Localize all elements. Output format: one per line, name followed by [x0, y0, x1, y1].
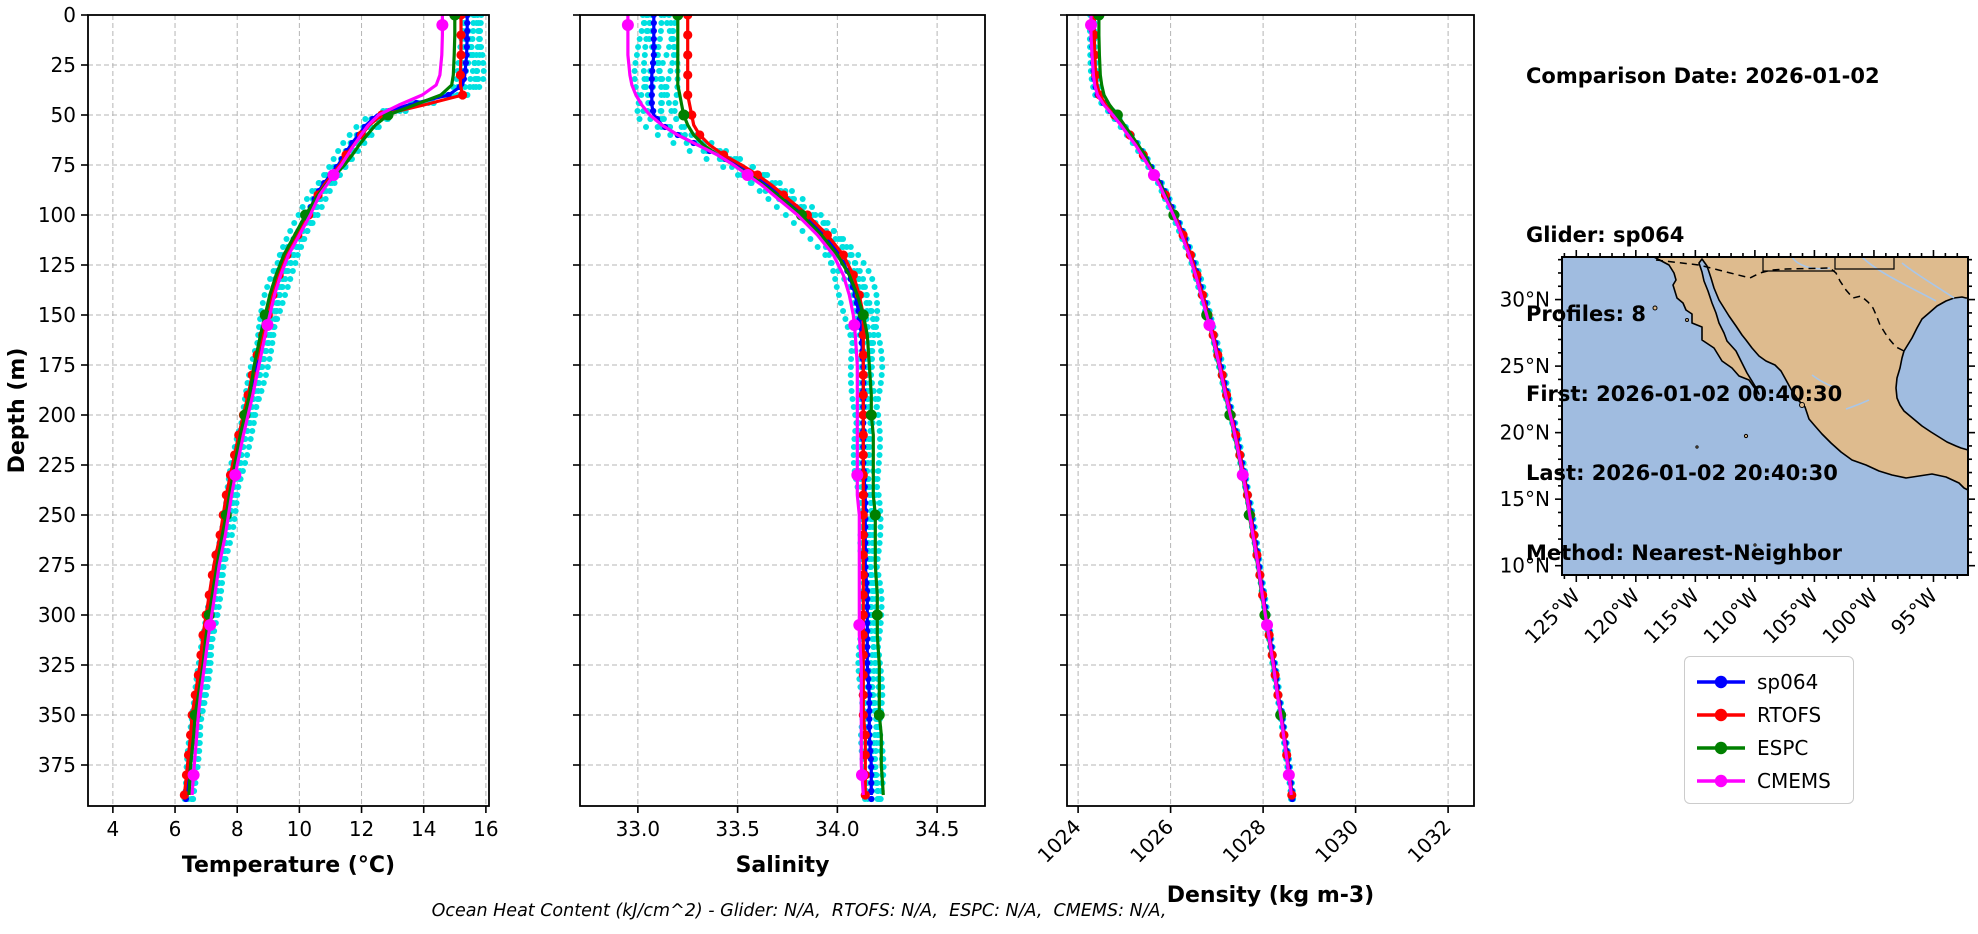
legend-item-cmems: CMEMS: [1695, 764, 1853, 797]
legend-line-marker-icon: [1697, 708, 1745, 721]
x-tick-label: 14: [411, 817, 436, 841]
legend-line-marker-icon: [1697, 774, 1745, 787]
legend-label: CMEMS: [1757, 768, 1831, 793]
x-tick-label: 6: [169, 817, 182, 841]
grid-lines: [88, 14, 489, 806]
y-axis: 0 25 50 75 100 125 150 175 200 225 250 275 300 325 350…: [5, 3, 88, 777]
y-axis: [573, 14, 580, 766]
salinity-panel: 33.0 33.5 34.0 34.5 Salinity: [573, 14, 986, 878]
method-text: Method: Nearest-Neighbor: [1526, 540, 1842, 565]
legend-item-sp064: sp064: [1695, 665, 1853, 698]
x-tick-label: 12: [349, 817, 374, 841]
x-tick-label: 1032: [1403, 815, 1456, 868]
legend-item-rtofs: RTOFS: [1695, 698, 1853, 731]
x-tick-label: 1030: [1310, 815, 1363, 868]
glider-raw-scatter: [1086, 15, 1297, 802]
y-axis-label: Depth (m): [5, 348, 30, 474]
legend-item-espc: ESPC: [1695, 731, 1853, 764]
series-cmems: [187, 15, 449, 796]
x-tick-label: 34.5: [915, 817, 960, 841]
x-tick-label: 1024: [1033, 815, 1086, 868]
land-polygon: [1653, 256, 1969, 491]
x-tick-label: 16: [473, 817, 498, 841]
comparison-info-block: Comparison Date: 2026-01-02 Glider: sp06…: [1526, 10, 1880, 619]
grid-lines: [580, 14, 985, 806]
y-tick-label: 375: [38, 753, 76, 777]
glider-name-text: Glider: sp064: [1526, 222, 1685, 247]
series-rtofs: [683, 15, 870, 800]
map-lat-tick-label: 25°N: [1500, 354, 1550, 378]
y-tick-label: 200: [38, 403, 76, 427]
y-tick-label: 250: [38, 503, 76, 527]
y-tick-label: 50: [51, 103, 76, 127]
x-axis: 4 6 8 10 12 14 16 Temperature (°C): [107, 806, 499, 878]
series-sp064: [1088, 15, 1296, 803]
y-tick-label: 350: [38, 703, 76, 727]
legend-label: ESPC: [1757, 735, 1809, 760]
y-axis: [1060, 14, 1067, 766]
last-profile-time-text: Last: 2026-01-02 20:40:30: [1526, 461, 1838, 485]
x-tick-label: 1028: [1218, 815, 1271, 868]
us-mexico-border: [1655, 259, 1905, 352]
temperature-panel: 4 6 8 10 12 14 16 Temperature (°C) 0 25 50 75 100 125…: [5, 3, 499, 878]
legend: sp064 RTOFS ESPC CMEMS: [1684, 656, 1854, 804]
y-tick-label: 225: [38, 453, 76, 477]
glider-raw-scatter: [181, 15, 487, 802]
y-tick-label: 125: [38, 253, 76, 277]
map-lat-tick-label: 10°N: [1500, 554, 1550, 578]
x-tick-label: 1026: [1125, 815, 1178, 868]
x-tick-label: 33.5: [715, 817, 760, 841]
comparison-date-text: Comparison Date: 2026-01-02: [1526, 64, 1880, 88]
map-lat-tick-label: 20°N: [1500, 421, 1550, 445]
y-tick-label: 25: [51, 53, 76, 77]
y-tick-label: 150: [38, 303, 76, 327]
x-tick-label: 10: [287, 817, 312, 841]
y-tick-label: 325: [38, 653, 76, 677]
x-tick-label: 8: [231, 817, 244, 841]
x-tick-label: 4: [107, 817, 120, 841]
legend-label: RTOFS: [1757, 702, 1822, 727]
x-axis-label: Temperature (°C): [182, 853, 395, 878]
map-lat-tick-label: 15°N: [1500, 487, 1550, 511]
legend-line-marker-icon: [1697, 741, 1745, 754]
series-cmems: [1085, 15, 1295, 796]
state-borders: [1762, 258, 1895, 272]
x-axis: 1024 1026 1028 1030 1032 Density (kg m-3): [1033, 806, 1456, 908]
series-espc: [672, 15, 885, 796]
x-tick-label: 33.0: [616, 817, 661, 841]
series-sp064: [648, 15, 875, 803]
first-profile-time-text: First: 2026-01-02 00:40:30: [1526, 381, 1843, 406]
density-panel: 1024 1026 1028 1030 1032 Density (kg m-3): [1033, 14, 1475, 908]
profiles-count-text: Profiles: 8: [1526, 302, 1647, 326]
map-lat-tick-label: 30°N: [1500, 288, 1550, 312]
series-cmems: [621, 15, 868, 796]
x-axis-label: Density (kg m-3): [1167, 883, 1375, 908]
info-spacer: [1526, 143, 1880, 169]
map-lon-tick-label: 95°W: [1886, 583, 1942, 639]
y-tick-label: 300: [38, 603, 76, 627]
y-tick-label: 75: [51, 153, 76, 177]
y-tick-label: 100: [38, 203, 76, 227]
x-tick-label: 34.0: [815, 817, 860, 841]
x-axis: 33.0 33.5 34.0 34.5 Salinity: [616, 806, 960, 878]
series-espc: [187, 15, 461, 796]
series-sp064: [182, 15, 471, 803]
ocean-heat-content-note: Ocean Heat Content (kJ/cm^2) - Glider: N…: [431, 901, 1167, 921]
y-tick-label: 275: [38, 553, 76, 577]
x-axis-label: Salinity: [736, 853, 830, 878]
legend-line-marker-icon: [1697, 675, 1745, 688]
legend-label: sp064: [1757, 669, 1819, 694]
y-tick-label: 0: [63, 3, 76, 27]
islands: [1652, 305, 1805, 547]
y-tick-label: 175: [38, 353, 76, 377]
